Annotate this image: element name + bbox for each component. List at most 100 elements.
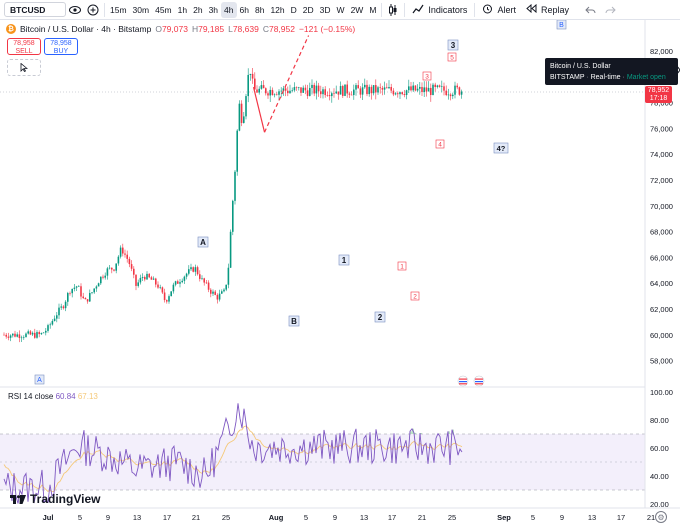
cursor-arrow-icon	[20, 59, 29, 77]
subwave-label-4[interactable]: 4	[435, 139, 445, 149]
price-axis-label: 72,000	[650, 176, 673, 185]
buy-button[interactable]: 78,958 BUY	[44, 38, 78, 55]
timeframe-W[interactable]: W	[336, 4, 345, 15]
timeframe-8h[interactable]: 8h	[254, 4, 265, 15]
candle-body	[45, 330, 47, 333]
subwave-label-2[interactable]: 2	[410, 291, 420, 301]
timeframe-12h[interactable]: 12h	[270, 4, 285, 15]
timeframe-1h[interactable]: 1h	[177, 4, 188, 15]
candle-body	[36, 332, 38, 338]
candle-body	[84, 297, 87, 300]
svg-text:1: 1	[342, 256, 347, 265]
timeframe-30m[interactable]: 30m	[132, 4, 150, 15]
high-label: H	[191, 24, 199, 34]
subwave-label-5[interactable]: 5	[447, 52, 457, 62]
timeframe-M[interactable]: M	[369, 4, 377, 15]
candle-body	[86, 299, 89, 302]
candle-body	[454, 85, 456, 95]
timeframe-D[interactable]: D	[290, 4, 297, 15]
wave-label-B-right[interactable]: B	[556, 20, 567, 30]
candle-body	[447, 94, 450, 96]
candle-body	[47, 325, 49, 331]
chart-canvas[interactable]: A B A 1 2 3 4? B 1 2 3 4	[0, 20, 680, 528]
candle-body	[434, 84, 436, 88]
timeframe-2h[interactable]: 2h	[193, 4, 203, 15]
wave-label-B[interactable]: B	[288, 315, 300, 327]
cursor-tool-button[interactable]	[7, 59, 41, 76]
tradingview-logo[interactable]: TradingView	[10, 492, 100, 506]
candle-body	[179, 282, 181, 284]
time-axis-label: 25	[222, 513, 230, 522]
candle-body	[144, 277, 146, 280]
timeframe-15m[interactable]: 15m	[110, 4, 127, 15]
symbol-title[interactable]: Bitcoin / U.S. Dollar · 4h · Bitstamp	[20, 24, 152, 34]
replay-icon	[526, 3, 537, 15]
price-axis-label: 82,000	[650, 47, 673, 56]
plus-circle-icon[interactable]	[84, 1, 102, 19]
time-axis-label: 5	[531, 513, 535, 522]
price-axis-label: 78,000	[650, 99, 673, 108]
symbol-search-button[interactable]: BTCUSD	[4, 2, 66, 17]
wave-label-A-bottom[interactable]: A	[34, 374, 45, 385]
wave-label-1[interactable]: 1	[338, 254, 350, 266]
candle-body	[350, 94, 353, 96]
low-value: 78,639	[232, 24, 259, 34]
timeframe-2W[interactable]: 2W	[350, 4, 364, 15]
wave-label-A-top[interactable]: A	[197, 236, 209, 248]
alert-button[interactable]: Alert	[477, 3, 521, 16]
sell-label: SELL	[15, 47, 33, 55]
candle-body	[320, 91, 322, 95]
candle-body	[414, 85, 417, 91]
open-label: O	[155, 24, 162, 34]
time-axis[interactable]: Jul 5 9 13 17 21 25 Aug 5 9 13 17 21 25 Sep 5 9 13 17 21	[43, 513, 656, 522]
candle-body	[383, 87, 386, 90]
wave-label-2[interactable]: 2	[374, 311, 386, 323]
timeframe-3h[interactable]: 3h	[208, 4, 219, 15]
candle-body	[339, 86, 342, 95]
rsi-legend[interactable]: RSI 14 close 60.84 67.13	[8, 392, 98, 401]
timeframe-3D[interactable]: 3D	[319, 4, 331, 15]
candle-type-icon[interactable]	[384, 1, 402, 19]
rsi-title: RSI 14 close	[8, 392, 54, 401]
candle-body	[207, 282, 210, 290]
subwave-label-1[interactable]: 1	[397, 261, 407, 271]
price-axis[interactable]: 82,00080,00078,00076,00074,00072,00070,0…	[650, 47, 673, 366]
candle-body	[223, 289, 225, 292]
chevron-right-icon[interactable]	[676, 65, 680, 75]
time-axis-label: 5	[78, 513, 82, 522]
eye-icon[interactable]	[66, 1, 84, 19]
symbol-tooltip: Bitcoin / U.S. Dollar BITSTAMP · Real-ti…	[545, 58, 678, 85]
top-toolbar: BTCUSD 15m 30m 45m 1h 2h 3h 4h 6h 8h 12h D 2D 3D W 2W M…	[0, 0, 680, 20]
candle-body	[372, 85, 375, 94]
economic-event-flags[interactable]	[457, 375, 485, 387]
indicators-button[interactable]: Indicators	[407, 4, 472, 16]
wave-label-4[interactable]: 4?	[493, 142, 509, 154]
redo-icon[interactable]	[602, 1, 620, 19]
candle-body	[75, 286, 78, 288]
alarm-clock-icon	[482, 3, 493, 16]
subwave-label-3[interactable]: 3	[422, 71, 432, 81]
rsi-axis[interactable]: 100.00 80.00 60.00 40.00 20.00	[650, 388, 673, 509]
timeframe-6h[interactable]: 6h	[239, 4, 249, 15]
sell-button[interactable]: 78,958 SELL	[7, 38, 41, 55]
indicators-label: Indicators	[428, 4, 468, 15]
timeframe-2D[interactable]: 2D	[302, 4, 314, 15]
undo-icon[interactable]	[582, 1, 600, 19]
candle-body	[113, 269, 115, 271]
timeframe-4h[interactable]: 4h	[221, 1, 237, 18]
candle-body	[381, 87, 384, 90]
wave-label-3[interactable]: 3	[447, 39, 459, 51]
candle-body	[276, 94, 278, 96]
candle-body	[348, 93, 351, 95]
svg-text:4?: 4?	[497, 144, 506, 153]
candle-body	[130, 264, 133, 269]
replay-button[interactable]: Replay	[521, 3, 574, 15]
candle-body	[262, 85, 265, 89]
time-axis-label: 21	[647, 513, 655, 522]
candle-body	[370, 86, 373, 94]
gear-icon[interactable]: ⚙	[655, 511, 667, 523]
candle-body	[174, 281, 177, 285]
timeframe-45m[interactable]: 45m	[155, 4, 172, 15]
symbol-label: BTCUSD	[10, 4, 46, 15]
candle-body	[199, 274, 201, 279]
